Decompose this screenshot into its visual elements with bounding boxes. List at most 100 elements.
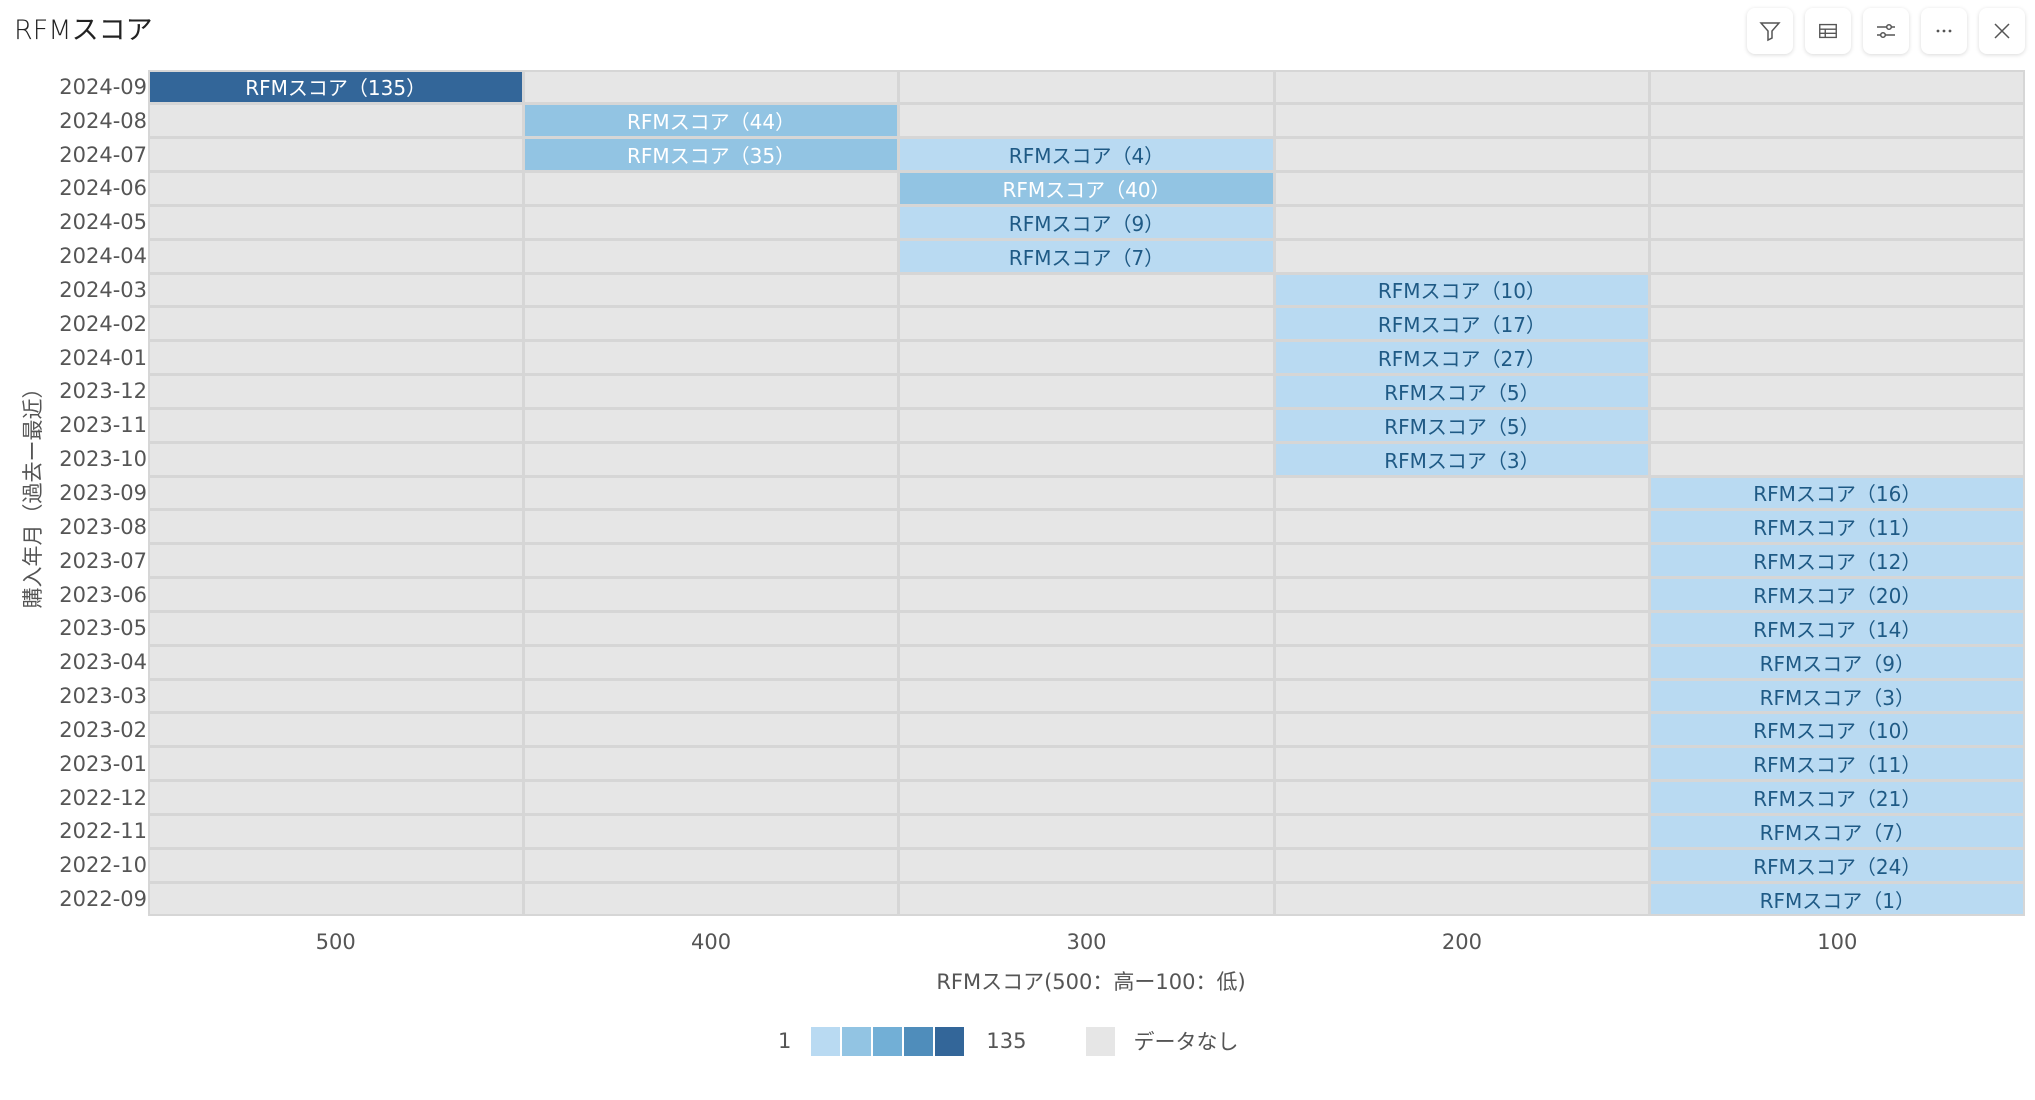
heatmap-cell[interactable]: RFMスコア（3） — [1275, 443, 1649, 475]
heatmap-cell-empty[interactable] — [1275, 240, 1649, 272]
heatmap-cell-empty[interactable] — [524, 342, 898, 374]
heatmap-cell[interactable]: RFMスコア（17） — [1275, 308, 1649, 340]
heatmap-cell-empty[interactable] — [900, 680, 1273, 712]
heatmap-cell-empty[interactable] — [1651, 71, 2024, 103]
heatmap-cell-empty[interactable] — [1275, 883, 1649, 915]
heatmap-cell-empty[interactable] — [900, 815, 1273, 847]
heatmap-cell-empty[interactable] — [149, 545, 522, 577]
heatmap-cell[interactable]: RFMスコア（5） — [1275, 409, 1649, 441]
heatmap-cell-empty[interactable] — [1651, 342, 2024, 374]
heatmap-cell[interactable]: RFMスコア（24） — [1651, 849, 2024, 881]
heatmap-cell-empty[interactable] — [149, 409, 522, 441]
heatmap-cell[interactable]: RFMスコア（10） — [1651, 714, 2024, 746]
heatmap-cell[interactable]: RFMスコア（135） — [149, 71, 522, 103]
heatmap-cell-empty[interactable] — [149, 240, 522, 272]
heatmap-cell-empty[interactable] — [1275, 139, 1649, 170]
heatmap-cell-empty[interactable] — [1275, 849, 1649, 881]
heatmap-cell-empty[interactable] — [149, 308, 522, 340]
close-button[interactable] — [1979, 8, 2025, 54]
heatmap-cell-empty[interactable] — [524, 748, 898, 780]
heatmap-cell-empty[interactable] — [149, 376, 522, 407]
heatmap-cell[interactable]: RFMスコア（7） — [900, 240, 1273, 272]
heatmap-cell-empty[interactable] — [149, 849, 522, 881]
heatmap-cell-empty[interactable] — [1275, 612, 1649, 644]
heatmap-cell-empty[interactable] — [1651, 376, 2024, 407]
heatmap-cell[interactable]: RFMスコア（3） — [1651, 680, 2024, 712]
heatmap-cell-empty[interactable] — [524, 71, 898, 103]
heatmap-cell-empty[interactable] — [1275, 748, 1649, 780]
heatmap-cell[interactable]: RFMスコア（12） — [1651, 545, 2024, 577]
heatmap-cell[interactable]: RFMスコア（16） — [1651, 477, 2024, 509]
heatmap-cell-empty[interactable] — [900, 511, 1273, 543]
heatmap-cell-empty[interactable] — [149, 748, 522, 780]
heatmap-cell-empty[interactable] — [149, 477, 522, 509]
heatmap-cell-empty[interactable] — [1275, 579, 1649, 610]
heatmap-cell-empty[interactable] — [1275, 545, 1649, 577]
heatmap-cell-empty[interactable] — [900, 443, 1273, 475]
heatmap-cell-empty[interactable] — [524, 680, 898, 712]
heatmap-cell-empty[interactable] — [524, 849, 898, 881]
heatmap-cell-empty[interactable] — [900, 646, 1273, 678]
heatmap-cell-empty[interactable] — [524, 274, 898, 306]
heatmap-cell-empty[interactable] — [1651, 105, 2024, 137]
heatmap-cell-empty[interactable] — [149, 680, 522, 712]
heatmap-cell-empty[interactable] — [524, 376, 898, 407]
heatmap-cell-empty[interactable] — [1651, 409, 2024, 441]
heatmap-cell-empty[interactable] — [524, 206, 898, 238]
heatmap-cell-empty[interactable] — [149, 782, 522, 813]
heatmap-cell-empty[interactable] — [900, 71, 1273, 103]
heatmap-cell-empty[interactable] — [900, 714, 1273, 746]
heatmap-cell-empty[interactable] — [524, 612, 898, 644]
heatmap-cell-empty[interactable] — [524, 883, 898, 915]
heatmap-cell-empty[interactable] — [1275, 511, 1649, 543]
heatmap-cell-empty[interactable] — [149, 612, 522, 644]
heatmap-cell-empty[interactable] — [1651, 308, 2024, 340]
heatmap-cell-empty[interactable] — [149, 443, 522, 475]
heatmap-cell-empty[interactable] — [1275, 477, 1649, 509]
heatmap-cell-empty[interactable] — [900, 579, 1273, 610]
heatmap-cell-empty[interactable] — [900, 105, 1273, 137]
heatmap-cell-empty[interactable] — [1275, 782, 1649, 813]
heatmap-cell[interactable]: RFMスコア（14） — [1651, 612, 2024, 644]
heatmap-cell[interactable]: RFMスコア（9） — [1651, 646, 2024, 678]
heatmap-cell-empty[interactable] — [149, 342, 522, 374]
heatmap-cell[interactable]: RFMスコア（7） — [1651, 815, 2024, 847]
heatmap-cell-empty[interactable] — [1275, 646, 1649, 678]
heatmap-cell-empty[interactable] — [524, 815, 898, 847]
heatmap-cell-empty[interactable] — [900, 612, 1273, 644]
heatmap-cell-empty[interactable] — [900, 782, 1273, 813]
heatmap-cell-empty[interactable] — [900, 274, 1273, 306]
heatmap-cell-empty[interactable] — [524, 477, 898, 509]
heatmap-cell[interactable]: RFMスコア（9） — [900, 206, 1273, 238]
heatmap-cell[interactable]: RFMスコア（4） — [900, 139, 1273, 170]
heatmap-cell-empty[interactable] — [1651, 206, 2024, 238]
heatmap-cell-empty[interactable] — [1651, 274, 2024, 306]
heatmap-cell[interactable]: RFMスコア（27） — [1275, 342, 1649, 374]
heatmap-cell-empty[interactable] — [149, 815, 522, 847]
heatmap-cell-empty[interactable] — [1651, 139, 2024, 170]
heatmap-cell-empty[interactable] — [1275, 71, 1649, 103]
heatmap-cell-empty[interactable] — [149, 511, 522, 543]
heatmap-cell-empty[interactable] — [149, 646, 522, 678]
heatmap-cell-empty[interactable] — [524, 443, 898, 475]
heatmap-cell-empty[interactable] — [1651, 443, 2024, 475]
table-view-button[interactable] — [1805, 8, 1851, 54]
heatmap-cell[interactable]: RFMスコア（21） — [1651, 782, 2024, 813]
heatmap-cell-empty[interactable] — [149, 714, 522, 746]
more-button[interactable] — [1921, 8, 1967, 54]
heatmap-cell-empty[interactable] — [149, 105, 522, 137]
heatmap-cell-empty[interactable] — [900, 376, 1273, 407]
heatmap-cell-empty[interactable] — [524, 409, 898, 441]
heatmap-cell-empty[interactable] — [1275, 206, 1649, 238]
heatmap-cell-empty[interactable] — [1275, 815, 1649, 847]
filter-button[interactable] — [1747, 8, 1793, 54]
heatmap-cell-empty[interactable] — [900, 308, 1273, 340]
heatmap-cell-empty[interactable] — [1275, 680, 1649, 712]
heatmap-cell-empty[interactable] — [149, 274, 522, 306]
heatmap-cell-empty[interactable] — [1651, 240, 2024, 272]
heatmap-cell-empty[interactable] — [524, 646, 898, 678]
heatmap-cell-empty[interactable] — [149, 579, 522, 610]
heatmap-cell-empty[interactable] — [524, 579, 898, 610]
heatmap-cell[interactable]: RFMスコア（44） — [524, 105, 898, 137]
heatmap-cell-empty[interactable] — [149, 139, 522, 170]
